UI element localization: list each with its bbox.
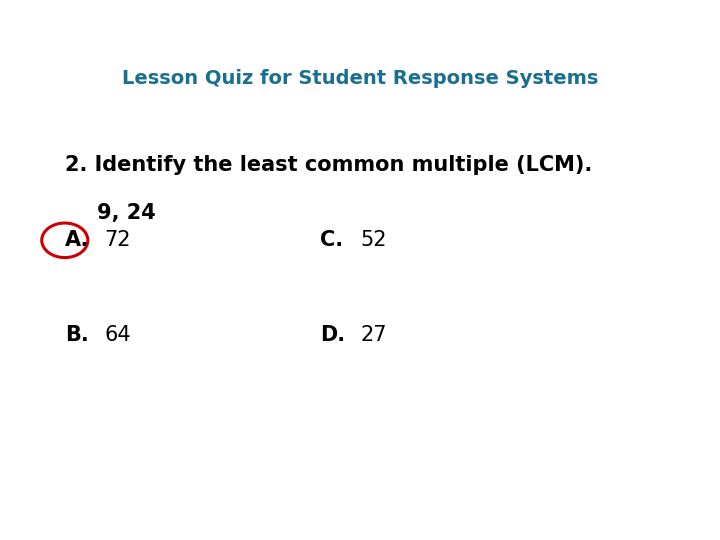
Text: Lesson Quiz for Student Response Systems: Lesson Quiz for Student Response Systems: [122, 69, 598, 88]
Text: A.: A.: [65, 230, 89, 251]
Text: 72: 72: [104, 230, 131, 251]
Text: B.: B.: [65, 325, 89, 345]
Text: 2. Identify the least common multiple (LCM).: 2. Identify the least common multiple (L…: [65, 154, 592, 175]
Text: 64: 64: [104, 325, 131, 345]
Text: D.: D.: [320, 325, 346, 345]
Text: 9, 24: 9, 24: [97, 203, 156, 224]
Text: 27: 27: [360, 325, 387, 345]
Text: C.: C.: [320, 230, 343, 251]
Text: 52: 52: [360, 230, 387, 251]
